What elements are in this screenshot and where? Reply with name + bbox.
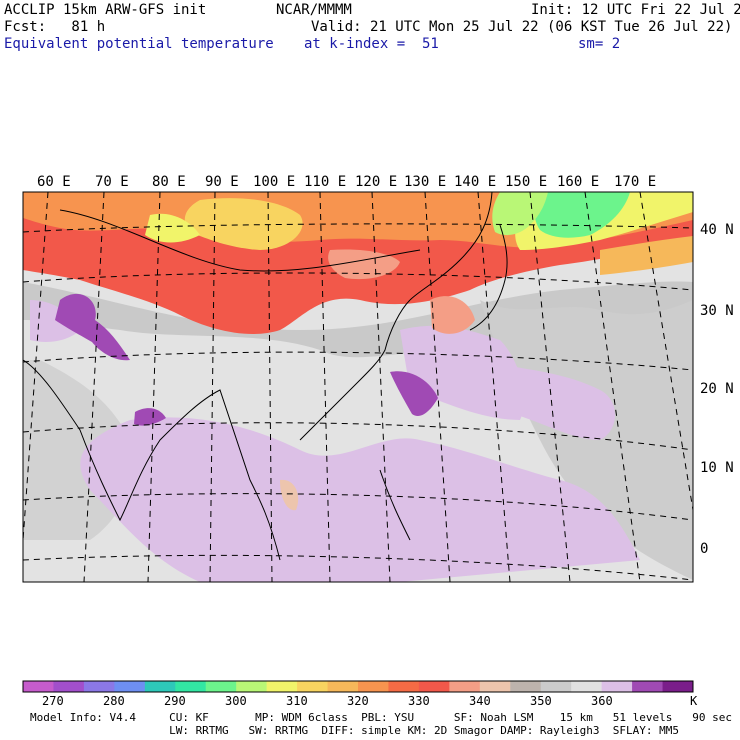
colorbar-swatch — [175, 681, 207, 692]
lon-label: 140 E — [454, 174, 496, 190]
colorbar-swatch — [83, 681, 115, 692]
colorbar-swatch — [53, 681, 85, 692]
colorbar-swatch — [540, 681, 572, 692]
coastlines — [23, 192, 508, 561]
colorbar-swatch — [144, 681, 176, 692]
colorbar-label: 300 — [225, 694, 247, 708]
colorbar-swatch — [479, 681, 511, 692]
colorbar-label: 290 — [164, 694, 186, 708]
lon-label: 120 E — [355, 174, 397, 190]
map-frame — [22, 191, 694, 583]
lon-label: 150 E — [505, 174, 547, 190]
graticule — [23, 192, 693, 582]
valid-time: Valid: 21 UTC Mon 25 Jul 22 (06 KST Tue … — [311, 19, 733, 35]
colorbar-swatch — [327, 681, 359, 692]
model-title: ACCLIP 15km ARW-GFS init — [4, 2, 207, 18]
lat-label: 40 N — [700, 222, 734, 238]
lon-label: 80 E — [152, 174, 186, 190]
lat-label: 20 N — [700, 381, 734, 397]
colorbar-frame — [22, 680, 694, 693]
colorbar-label: 340 — [469, 694, 491, 708]
colorbar — [23, 681, 694, 692]
init-time: Init: 12 UTC Fri 22 Jul 22 — [531, 2, 740, 18]
field-name: Equivalent potential temperature — [4, 36, 274, 52]
org-label: NCAR/MMMM — [276, 2, 352, 18]
colorbar-swatch — [662, 681, 694, 692]
lon-label: 170 E — [614, 174, 656, 190]
lon-label: 130 E — [404, 174, 446, 190]
smoothing-label: sm= 2 — [578, 36, 621, 52]
colorbar-label: 320 — [347, 694, 369, 708]
colorbar-swatch — [418, 681, 450, 692]
forecast-hour: Fcst: 81 h — [4, 19, 106, 35]
footer-model-info: Model Info: V4.4 CU: KF MP: WDM 6class P… — [30, 711, 732, 724]
colorbar-swatch — [114, 681, 146, 692]
lon-label: 60 E — [37, 174, 71, 190]
lat-label: 30 N — [700, 303, 734, 319]
colorbar-swatch — [358, 681, 389, 692]
colorbar-swatch — [236, 681, 268, 692]
colorbar-swatch — [297, 681, 329, 692]
lat-label: 0 — [700, 541, 708, 557]
colorbar-swatch — [388, 681, 420, 692]
colorbar-swatch — [205, 681, 237, 692]
level-label: at k-index = 51 — [304, 36, 439, 52]
colorbar-swatch — [510, 681, 542, 692]
colorbar-swatch — [266, 681, 298, 692]
colorbar-label: 360 — [591, 694, 613, 708]
colorbar-swatch — [601, 681, 633, 692]
colorbar-swatch — [632, 681, 664, 692]
lon-label: 160 E — [557, 174, 599, 190]
colorbar-swatch — [23, 681, 54, 692]
lon-label: 110 E — [304, 174, 346, 190]
colorbar-label: 310 — [286, 694, 308, 708]
colorbar-unit: K — [690, 694, 698, 708]
colorbar-swatch — [571, 681, 603, 692]
colorbar-swatch — [449, 681, 481, 692]
lon-label: 70 E — [95, 174, 129, 190]
footer-physics-info: LW: RRTMG SW: RRTMG DIFF: simple KM: 2D … — [30, 724, 679, 737]
lon-label: 90 E — [205, 174, 239, 190]
colorbar-label: 280 — [103, 694, 125, 708]
colorbar-label: 270 — [42, 694, 64, 708]
theta-e-field — [23, 192, 693, 582]
colorbar-label: 350 — [530, 694, 552, 708]
lon-label: 100 E — [253, 174, 295, 190]
lat-label: 10 N — [700, 460, 734, 476]
colorbar-label: 330 — [408, 694, 430, 708]
